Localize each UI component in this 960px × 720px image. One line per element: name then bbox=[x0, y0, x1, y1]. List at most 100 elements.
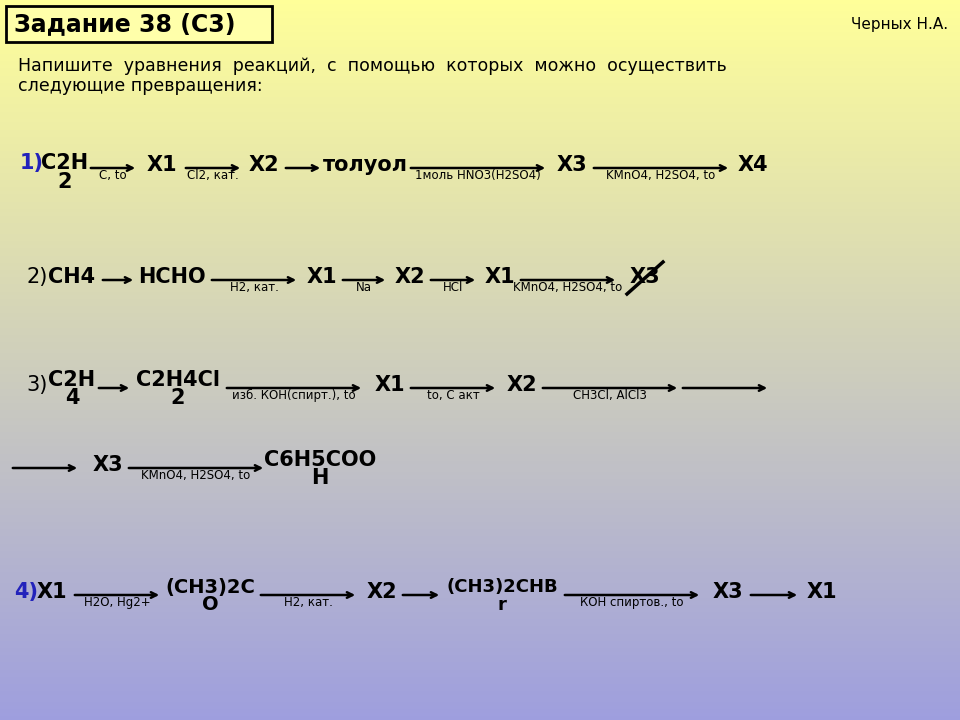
Bar bbox=[0, 65, 960, 68]
Bar bbox=[0, 72, 960, 76]
Bar bbox=[0, 277, 960, 281]
Text: 2): 2) bbox=[26, 267, 47, 287]
Bar bbox=[0, 130, 960, 133]
Bar bbox=[0, 50, 960, 54]
Bar bbox=[0, 158, 960, 162]
Bar bbox=[0, 691, 960, 695]
Text: X3: X3 bbox=[557, 155, 588, 175]
Bar bbox=[0, 155, 960, 158]
Bar bbox=[0, 544, 960, 547]
Bar bbox=[0, 644, 960, 648]
Text: X1: X1 bbox=[374, 375, 405, 395]
Bar bbox=[0, 378, 960, 382]
Bar bbox=[0, 684, 960, 688]
Text: X2: X2 bbox=[249, 155, 279, 175]
Bar bbox=[0, 79, 960, 83]
Bar bbox=[0, 511, 960, 515]
Bar bbox=[0, 396, 960, 400]
Text: C, to: C, to bbox=[99, 169, 127, 182]
Bar bbox=[0, 0, 960, 4]
Bar bbox=[0, 652, 960, 655]
Bar bbox=[0, 490, 960, 493]
Bar bbox=[0, 486, 960, 490]
Bar bbox=[0, 234, 960, 238]
Bar bbox=[0, 256, 960, 259]
Text: КОН спиртов., to: КОН спиртов., to bbox=[580, 596, 684, 609]
Bar bbox=[0, 133, 960, 137]
Bar bbox=[0, 324, 960, 328]
Text: изб. КОН(спирт.), to: изб. КОН(спирт.), to bbox=[232, 389, 356, 402]
Bar bbox=[0, 382, 960, 385]
Text: 4): 4) bbox=[14, 582, 38, 602]
Text: HCl: HCl bbox=[443, 281, 463, 294]
Text: 1): 1) bbox=[20, 153, 44, 173]
Bar bbox=[0, 331, 960, 335]
Bar bbox=[0, 450, 960, 454]
Bar bbox=[0, 198, 960, 202]
Bar bbox=[0, 562, 960, 565]
Text: (CH3)2CHB: (CH3)2CHB bbox=[446, 578, 558, 596]
Text: X1: X1 bbox=[485, 267, 516, 287]
Text: 1моль HNO3(H2SO4): 1моль HNO3(H2SO4) bbox=[415, 169, 540, 182]
Bar bbox=[0, 180, 960, 184]
Bar bbox=[0, 670, 960, 673]
Bar bbox=[0, 626, 960, 630]
Text: O: O bbox=[202, 595, 218, 614]
Bar bbox=[0, 421, 960, 425]
Bar bbox=[0, 616, 960, 619]
Bar bbox=[0, 61, 960, 65]
Bar bbox=[0, 47, 960, 50]
Bar bbox=[0, 706, 960, 709]
Bar bbox=[0, 43, 960, 47]
Text: Na: Na bbox=[356, 281, 372, 294]
Bar bbox=[0, 356, 960, 360]
Bar bbox=[0, 598, 960, 601]
Bar bbox=[0, 220, 960, 223]
Bar bbox=[0, 11, 960, 14]
Bar bbox=[0, 173, 960, 176]
Bar bbox=[0, 202, 960, 205]
Bar bbox=[0, 263, 960, 266]
Text: H2, кат.: H2, кат. bbox=[229, 281, 278, 294]
Bar bbox=[0, 162, 960, 166]
Bar bbox=[0, 432, 960, 436]
Bar bbox=[0, 666, 960, 670]
Bar bbox=[0, 594, 960, 598]
Bar bbox=[0, 659, 960, 662]
Text: H: H bbox=[311, 468, 328, 488]
Bar bbox=[0, 565, 960, 569]
Bar bbox=[0, 266, 960, 270]
Bar bbox=[0, 673, 960, 677]
Bar bbox=[0, 403, 960, 407]
Bar bbox=[0, 457, 960, 461]
Bar bbox=[0, 176, 960, 180]
Bar bbox=[0, 360, 960, 364]
Text: C2H4Cl: C2H4Cl bbox=[136, 370, 220, 390]
Text: CH4: CH4 bbox=[48, 267, 96, 287]
Bar bbox=[0, 32, 960, 36]
Bar bbox=[0, 572, 960, 576]
Bar bbox=[0, 446, 960, 450]
Bar bbox=[0, 4, 960, 7]
Bar bbox=[0, 374, 960, 378]
Bar bbox=[0, 302, 960, 306]
Bar bbox=[0, 274, 960, 277]
Bar bbox=[0, 468, 960, 472]
Bar bbox=[0, 482, 960, 486]
Bar bbox=[0, 36, 960, 40]
Bar bbox=[0, 540, 960, 544]
Bar bbox=[0, 655, 960, 659]
Bar bbox=[0, 392, 960, 396]
Bar bbox=[0, 587, 960, 590]
Text: KMnO4, H2SO4, to: KMnO4, H2SO4, to bbox=[607, 169, 715, 182]
Bar bbox=[0, 184, 960, 187]
Bar bbox=[0, 641, 960, 644]
Bar bbox=[0, 385, 960, 389]
Bar bbox=[0, 536, 960, 540]
Bar bbox=[0, 248, 960, 252]
Bar bbox=[0, 583, 960, 587]
Text: H2O, Hg2+: H2O, Hg2+ bbox=[84, 596, 151, 609]
Text: следующие превращения:: следующие превращения: bbox=[18, 77, 263, 95]
Bar bbox=[0, 342, 960, 346]
Text: H2, кат.: H2, кат. bbox=[283, 596, 332, 609]
